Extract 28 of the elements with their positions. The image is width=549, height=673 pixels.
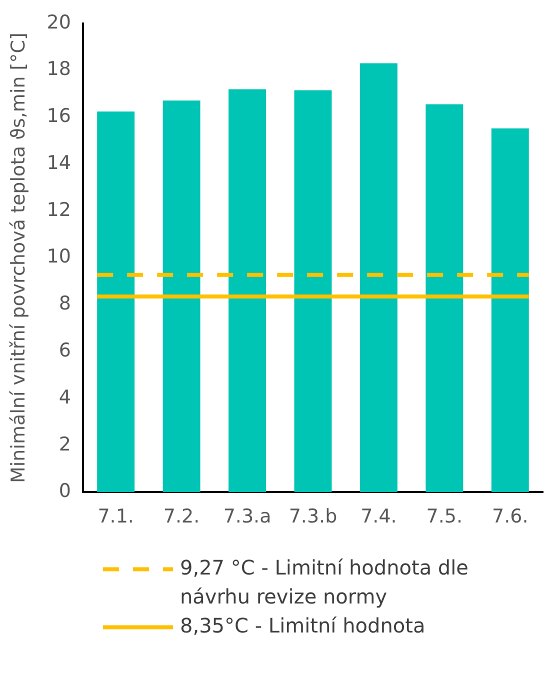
y-tick-label: 20 — [46, 11, 71, 34]
legend-label: 9,27 °C - Limitní hodnota dle návrhu revize normy — [180, 555, 468, 608]
y-tick-label: 4 — [58, 386, 71, 408]
y-tick-label: 16 — [46, 105, 71, 128]
y-tick-label: 0 — [58, 480, 71, 502]
bar — [228, 89, 266, 492]
x-tick-label: 7.3.a — [223, 506, 272, 528]
legend-label: 8,35°C - Limitní hodnota — [180, 613, 426, 638]
y-axis-title: Minimální vnitřní povrchová teplota ϑs,min [°C] — [7, 32, 30, 484]
y-tick-label: 6 — [58, 339, 71, 362]
x-tick-label: 7.6. — [492, 506, 528, 528]
bar — [162, 100, 200, 492]
bar — [426, 104, 464, 492]
bar — [294, 90, 332, 492]
x-tick-label: 7.1. — [98, 506, 134, 528]
bar — [97, 112, 135, 492]
bar — [491, 128, 529, 492]
y-tick-label: 2 — [58, 433, 71, 456]
y-tick-label: 14 — [46, 152, 71, 174]
x-tick-label: 7.2. — [163, 506, 200, 528]
x-tick-label: 7.4. — [360, 506, 397, 528]
x-tick-label: 7.3.b — [288, 506, 338, 528]
x-tick-label: 7.5. — [426, 506, 463, 528]
y-tick-label: 10 — [46, 246, 71, 268]
bar — [360, 63, 398, 492]
y-tick-label: 8 — [58, 292, 71, 315]
y-tick-label: 12 — [46, 198, 71, 221]
y-tick-label: 18 — [46, 58, 71, 80]
